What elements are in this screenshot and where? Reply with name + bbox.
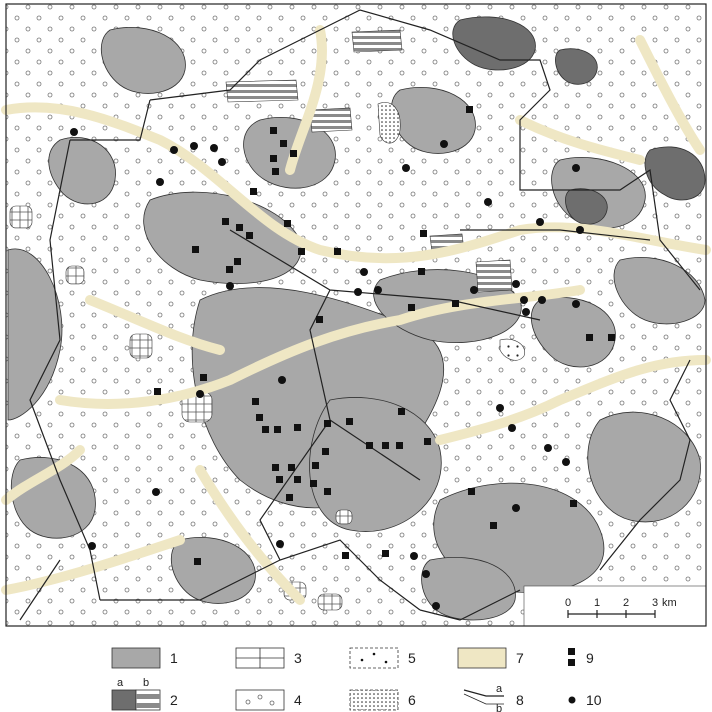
legend-item-1: 1 <box>111 647 178 669</box>
legend-sub-b: b <box>143 677 149 689</box>
scale-tick-1: 1 <box>594 597 600 609</box>
legend-number: 10 <box>586 692 602 708</box>
legend-sub-b: b <box>496 703 502 712</box>
legend-number: 7 <box>516 650 524 666</box>
legend-item-5: 5 <box>349 647 416 669</box>
legend-number: 8 <box>516 692 524 708</box>
dotted-units <box>377 102 526 361</box>
scale-tick-3: 3 <box>652 597 658 609</box>
legend-item-6: 6 <box>349 689 416 711</box>
legend-number: 9 <box>586 650 594 666</box>
legend-item-2: a b 2 <box>111 677 178 711</box>
legend-number: 4 <box>294 692 302 708</box>
legend-number: 1 <box>170 650 178 666</box>
legend-sub-a: a <box>496 683 503 695</box>
scale-tick-2: 2 <box>623 597 629 609</box>
black-dots <box>70 128 584 610</box>
legend-number: 5 <box>408 650 416 666</box>
legend-number: 6 <box>408 692 416 708</box>
legend-item-3: 3 <box>235 647 302 669</box>
scale-unit: km <box>662 597 677 609</box>
legend-item-8: a b 8 <box>463 683 524 712</box>
legend-sub-a: a <box>117 677 124 689</box>
beige-valleys <box>1 25 711 605</box>
legend-item-7: 7 <box>457 647 524 669</box>
dark-grey-units <box>452 16 706 225</box>
legend-number: 2 <box>170 692 178 708</box>
black-squares <box>154 106 615 565</box>
legend-number: 3 <box>294 650 302 666</box>
legend-item-10: 10 <box>568 692 602 708</box>
scale-tick-0: 0 <box>565 597 571 609</box>
hatched-units <box>225 29 513 293</box>
map-area: 0 1 2 3 km <box>1 3 711 627</box>
legend: 1 3 5 7 9 a b 2 <box>111 647 602 712</box>
scale-bar: 0 1 2 3 km <box>523 585 707 627</box>
legend-item-9: 9 <box>568 648 594 666</box>
legend-item-4: 4 <box>235 689 302 711</box>
